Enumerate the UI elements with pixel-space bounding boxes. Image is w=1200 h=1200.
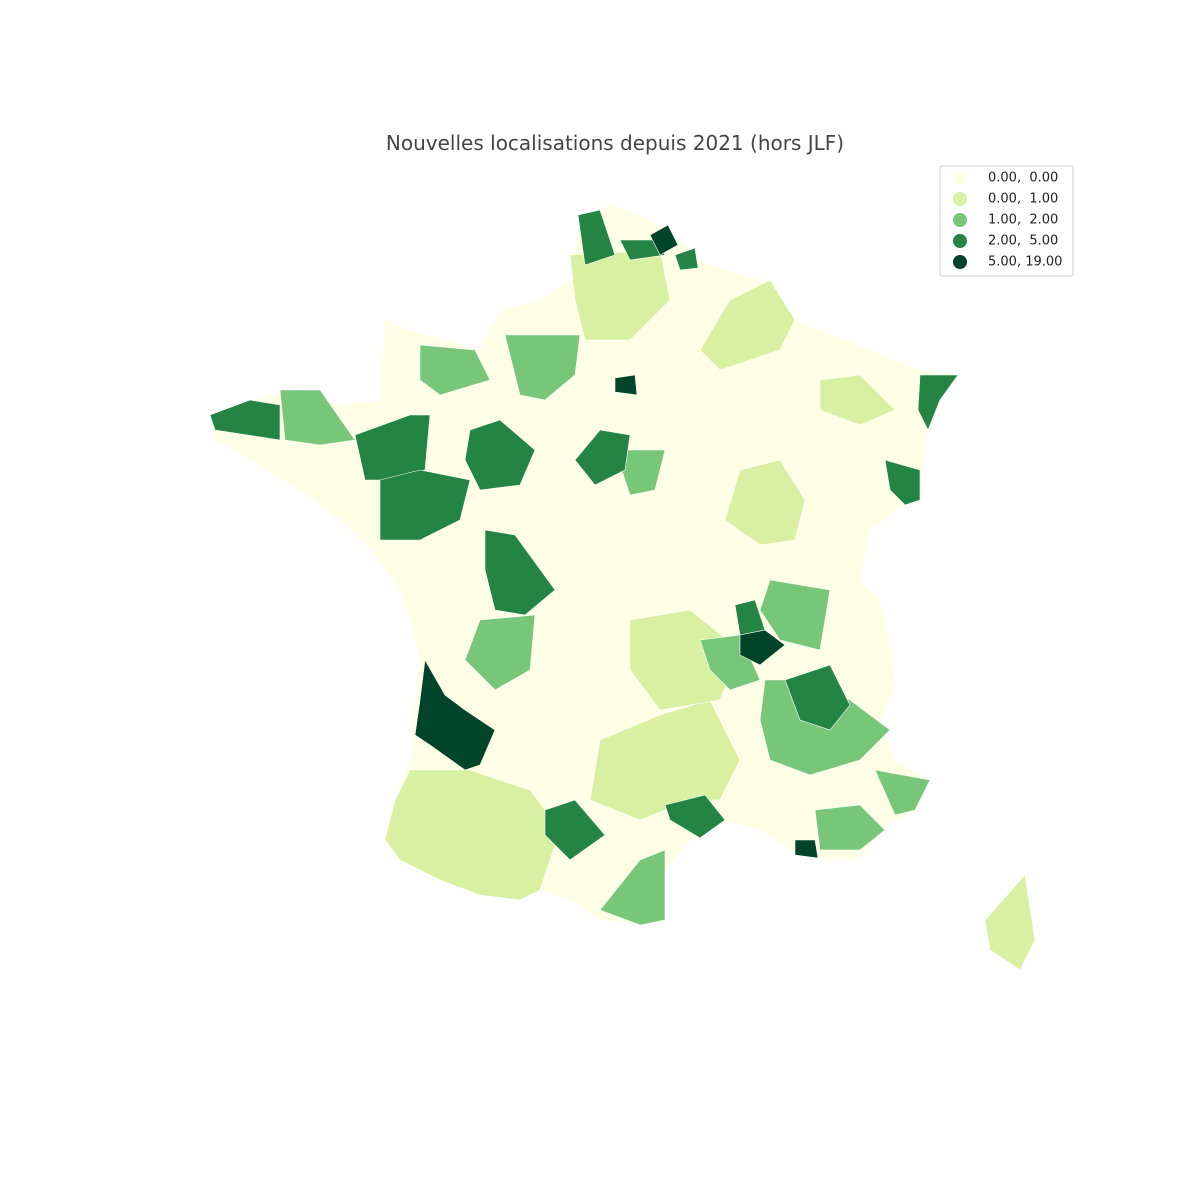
department [917,374,959,431]
legend-label: 0.00, 0.00 [988,171,1058,186]
department [724,459,806,546]
department [484,529,556,616]
department [574,429,631,486]
department [629,609,741,711]
department [379,469,471,541]
department [414,659,496,771]
department [279,389,356,446]
department [504,334,581,401]
department [884,459,921,506]
department [984,874,1036,971]
department [577,209,616,266]
department [209,399,281,441]
legend-marker [953,255,967,269]
department [614,374,638,396]
department [759,579,831,651]
department [599,849,666,926]
department [419,344,491,396]
department [464,419,536,491]
legend-label: 0.00, 1.00 [988,192,1058,207]
department [354,414,431,481]
legend-marker [953,171,967,185]
legend-marker [953,234,967,248]
department [664,794,726,839]
legend-label: 2.00, 5.00 [988,234,1058,249]
department [674,247,699,271]
department [464,614,536,691]
department [794,839,819,859]
department [739,629,786,666]
legend-marker [953,213,967,227]
legend: 0.00, 0.00 0.00, 1.00 1.00, 2.00 2.00, 5.00… [939,165,1074,277]
department [699,279,796,371]
legend-marker [953,192,967,206]
department [814,804,886,851]
legend-label: 5.00, 19.00 [988,255,1062,270]
department [544,799,606,861]
map-title: Nouvelles localisations depuis 2021 (hor… [386,131,844,155]
department [649,224,679,256]
department [614,449,666,496]
department [874,769,931,816]
legend-box [939,165,1074,277]
department [619,239,666,261]
department [384,769,561,901]
france-map [209,204,1036,971]
legend-label: 1.00, 2.00 [988,213,1058,228]
department [784,664,851,731]
department [819,374,896,426]
department [589,699,741,821]
